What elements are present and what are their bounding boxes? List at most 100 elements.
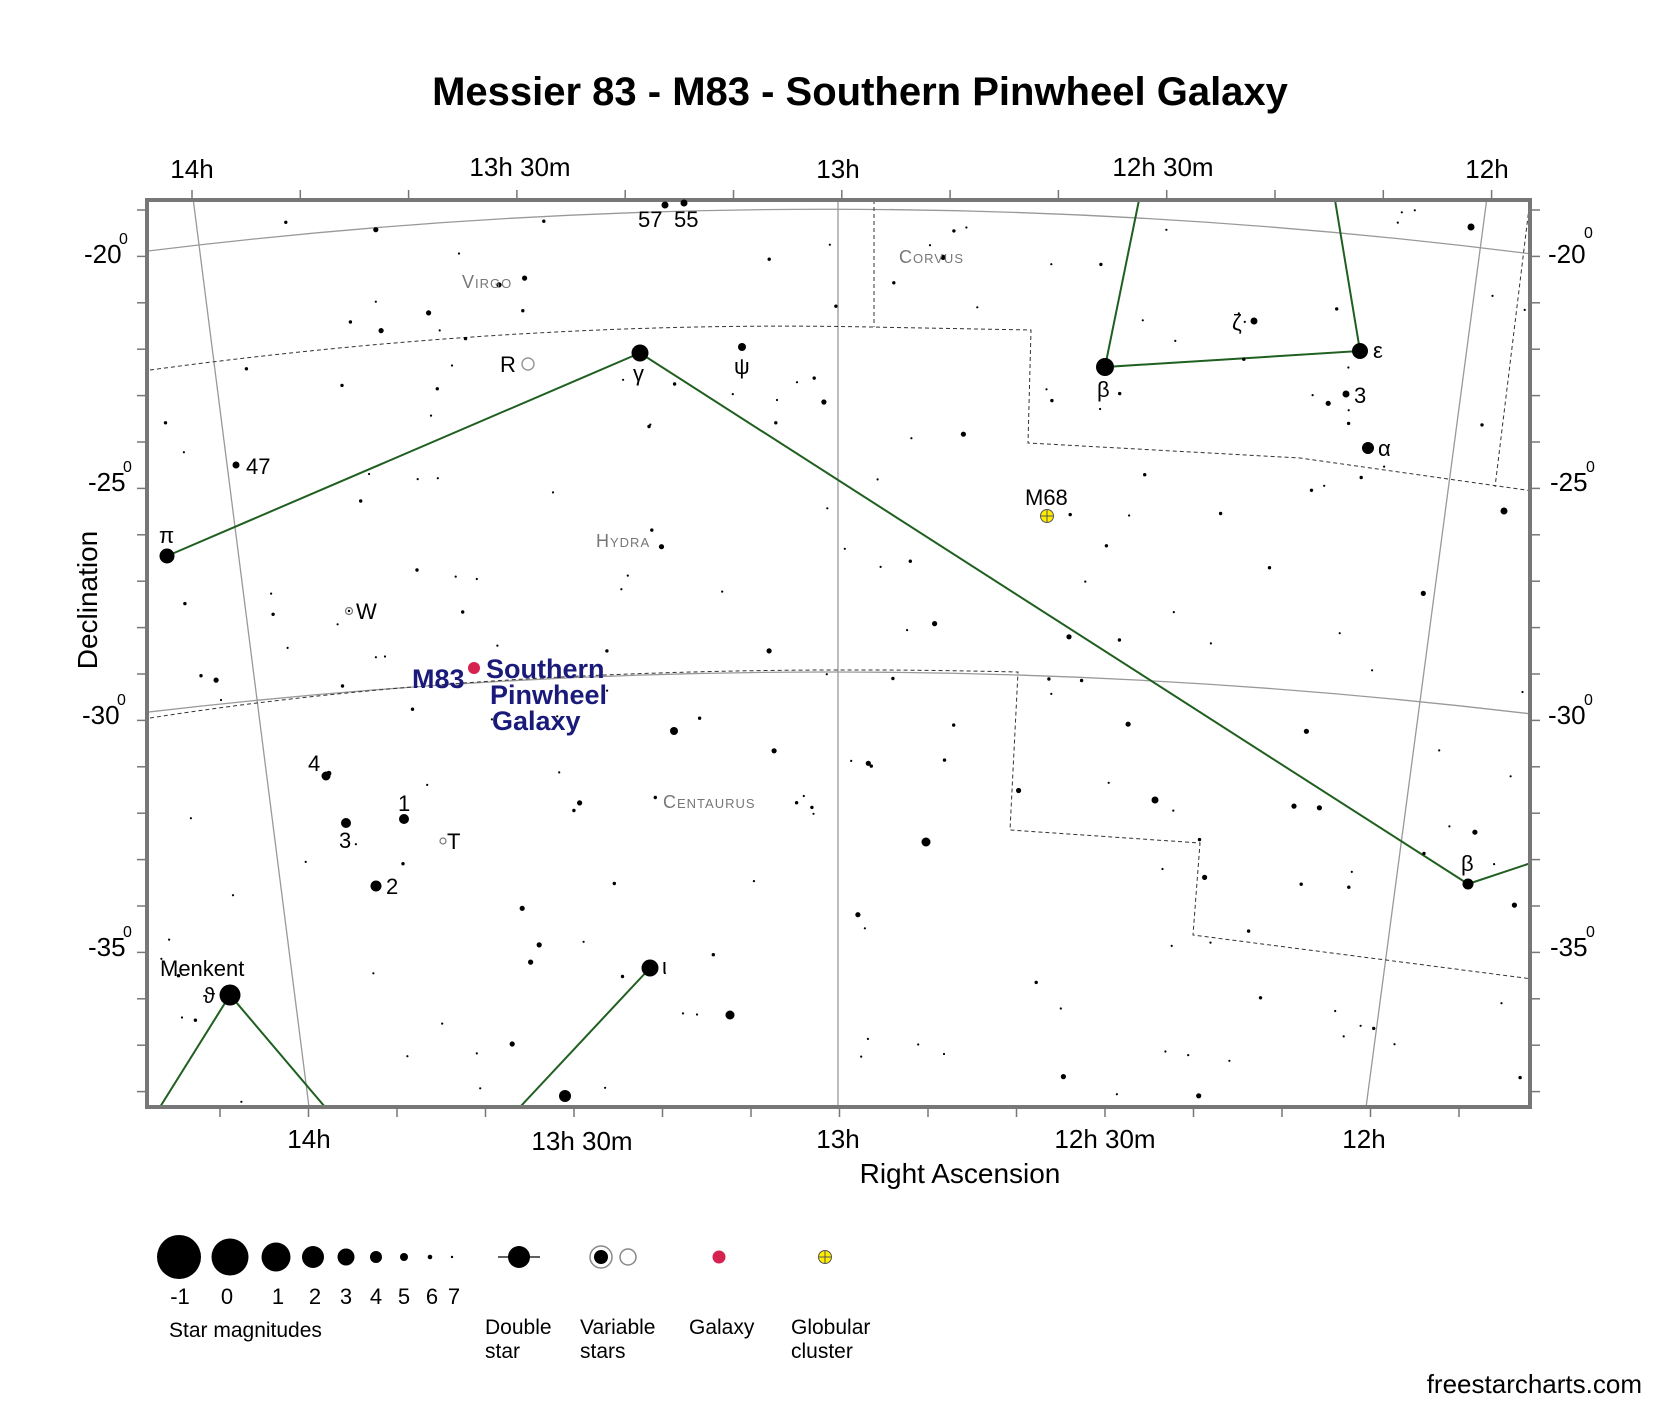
legend-mag-label-5: 5	[398, 1284, 410, 1309]
legend-magnitudes-caption: Star magnitudes	[169, 1319, 322, 1342]
field-star	[1068, 512, 1072, 517]
field-star	[1125, 721, 1131, 727]
star-psi-hya	[738, 343, 746, 351]
dec-left-label-20: -20	[84, 239, 122, 269]
field-star	[1359, 1024, 1362, 1027]
field-star	[767, 257, 771, 261]
ra-top-label-13h30m: 13h 30m	[469, 152, 570, 182]
star-bright-4	[559, 1090, 571, 1102]
field-star	[182, 451, 185, 454]
field-star	[866, 1037, 870, 1040]
field-star	[672, 382, 677, 386]
field-star	[752, 880, 756, 883]
dec-right-label-25: -25	[1550, 467, 1588, 497]
constellation-name-centaurus: Centaurus	[663, 792, 756, 812]
field-star	[917, 1043, 920, 1046]
field-star	[183, 601, 187, 606]
field-star	[1242, 357, 1246, 361]
field-star	[240, 1100, 243, 1103]
field-star	[812, 812, 815, 815]
field-star	[1438, 749, 1441, 752]
field-star	[1165, 228, 1168, 231]
legend-mag-label--1: -1	[170, 1284, 190, 1309]
field-star	[620, 974, 625, 979]
field-star	[416, 478, 419, 481]
field-star	[828, 243, 831, 246]
field-star	[876, 478, 879, 481]
legend-double-star-caption: Double star	[485, 1316, 552, 1364]
field-star	[435, 387, 439, 391]
variable-star-W	[344, 606, 354, 616]
field-star	[454, 575, 457, 578]
field-star	[509, 1041, 515, 1047]
field-star	[932, 621, 938, 627]
field-star	[891, 676, 895, 681]
field-star	[373, 227, 379, 233]
field-star	[1060, 1074, 1066, 1080]
field-star	[681, 1012, 685, 1015]
field-star	[1413, 209, 1416, 212]
field-star	[1521, 690, 1524, 694]
star-47	[232, 461, 240, 469]
field-star	[865, 760, 871, 766]
label-T: T	[447, 829, 460, 854]
ra-grid-12h	[1365, 200, 1488, 1107]
legend-mag-2	[302, 1246, 324, 1268]
dec-right-sup-20: 0	[1584, 225, 1593, 242]
field-star	[536, 942, 542, 948]
label-47: 47	[246, 454, 270, 479]
field-star	[496, 644, 499, 647]
named-stars	[159, 199, 1508, 1102]
field-star	[1172, 809, 1175, 812]
field-star	[340, 383, 344, 388]
field-star	[582, 940, 585, 943]
legend-mag-label-4: 4	[370, 1284, 382, 1309]
centaurus-line-iota	[519, 967, 651, 1107]
field-star	[1491, 294, 1494, 297]
legend-variable-stars-line-2: stars	[580, 1340, 626, 1363]
field-star	[1500, 1002, 1503, 1005]
field-star	[794, 801, 799, 805]
field-star	[711, 953, 715, 957]
field-star	[1291, 803, 1297, 809]
constellation-name-virgo: Virgo	[462, 272, 512, 292]
field-star	[1016, 787, 1022, 794]
label-4: 4	[308, 751, 320, 776]
field-star	[372, 972, 375, 975]
field-star	[1325, 400, 1331, 406]
field-star	[1170, 944, 1173, 948]
field-star	[1143, 473, 1147, 477]
label-beta-crv: β	[1097, 377, 1110, 402]
field-star	[348, 320, 353, 324]
m83-name-line-1: Southern	[486, 654, 605, 684]
field-star	[1372, 1026, 1376, 1031]
legend-mag-0	[211, 1238, 249, 1276]
field-star	[952, 229, 956, 233]
field-star	[1034, 980, 1038, 985]
field-star	[556, 715, 559, 718]
field-star	[219, 698, 223, 702]
constellation-name-hydra: Hydra	[596, 531, 650, 551]
label-alpha-crv: α	[1378, 436, 1391, 461]
field-star	[1258, 996, 1263, 1000]
label-gamma-hya: γ	[633, 361, 644, 386]
field-star	[860, 1055, 863, 1058]
field-star	[622, 378, 625, 381]
field-star	[1422, 851, 1426, 856]
field-star	[1161, 867, 1164, 871]
field-star	[843, 547, 846, 550]
label-1: 1	[398, 791, 410, 816]
star-bright-2	[921, 837, 931, 847]
field-star	[1228, 1059, 1231, 1062]
ra-bottom-label-14h: 14h	[287, 1124, 330, 1154]
field-star	[906, 629, 909, 632]
field-star	[374, 300, 377, 303]
field-star	[795, 381, 799, 384]
field-star	[626, 574, 629, 577]
field-star	[1045, 388, 1048, 391]
field-star	[1202, 874, 1208, 881]
field-star	[647, 424, 651, 429]
star-bright-3	[725, 1010, 735, 1020]
field-star	[940, 254, 946, 260]
legend-mag-1	[261, 1242, 291, 1272]
